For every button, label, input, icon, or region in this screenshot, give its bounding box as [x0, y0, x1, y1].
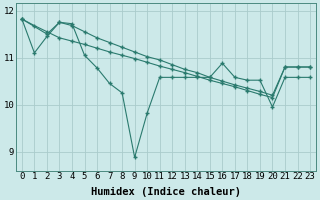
X-axis label: Humidex (Indice chaleur): Humidex (Indice chaleur)	[91, 186, 241, 197]
